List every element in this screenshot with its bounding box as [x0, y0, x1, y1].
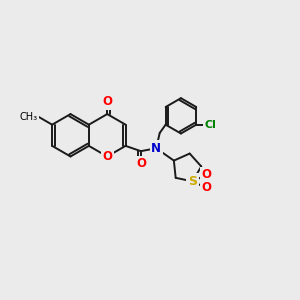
Text: CH₃: CH₃	[20, 112, 38, 122]
Text: Cl: Cl	[204, 120, 216, 130]
Text: O: O	[201, 168, 211, 182]
Text: O: O	[102, 95, 112, 108]
Text: O: O	[201, 182, 211, 194]
Text: O: O	[136, 157, 146, 170]
Text: O: O	[102, 150, 112, 163]
Text: N: N	[151, 142, 161, 155]
Text: S: S	[188, 175, 197, 188]
